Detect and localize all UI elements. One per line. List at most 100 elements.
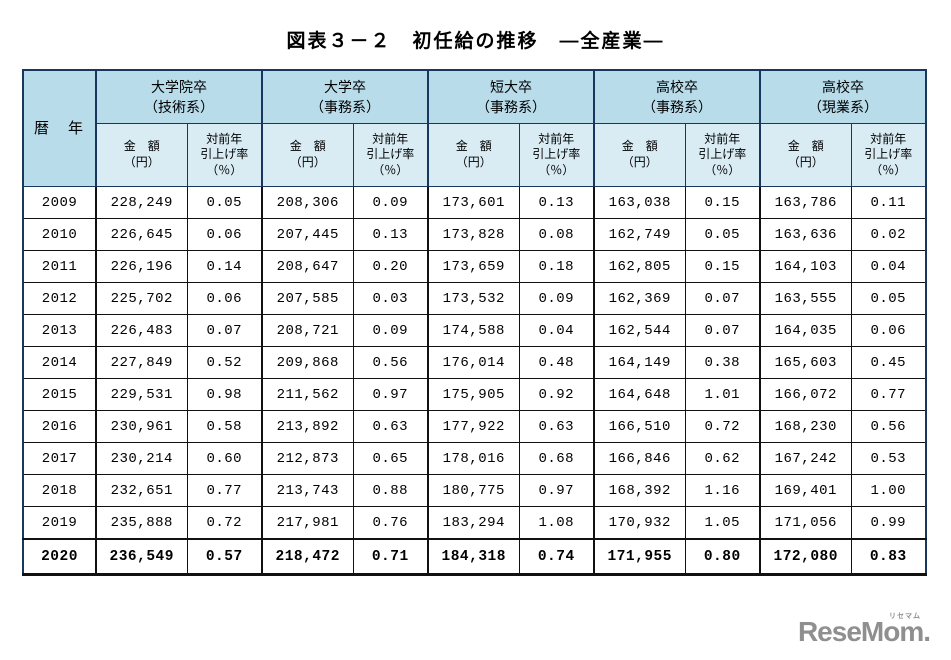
rate-cell: 0.74 — [518, 538, 595, 576]
group-header-line: 短大卒 — [490, 78, 532, 95]
amount-cell: 212,873 — [261, 442, 354, 475]
amount-cell: 163,038 — [593, 186, 686, 219]
rate-cell: 0.02 — [850, 218, 927, 251]
amount-subheader: 金 額（円） — [261, 123, 354, 187]
amount-cell: 162,749 — [593, 218, 686, 251]
amount-cell: 174,588 — [427, 314, 520, 347]
rate-cell: 0.52 — [186, 346, 263, 379]
rate-cell: 0.20 — [352, 250, 429, 283]
rate-cell: 0.18 — [518, 250, 595, 283]
subheader-line: （％） — [206, 162, 243, 177]
rate-cell: 0.57 — [186, 538, 263, 576]
subheader-line: 引上げ率 — [698, 147, 747, 162]
rate-cell: 0.14 — [186, 250, 263, 283]
amount-cell: 217,981 — [261, 506, 354, 540]
rate-cell: 0.97 — [352, 378, 429, 411]
group-header-line: 高校卒 — [656, 78, 698, 95]
amount-cell: 164,035 — [759, 314, 852, 347]
subheader-line: （％） — [870, 162, 907, 177]
rate-cell: 1.00 — [850, 474, 927, 507]
year-column-header: 暦 年 — [22, 69, 97, 187]
subheader-line: 金 額 — [123, 139, 160, 154]
amount-cell: 208,721 — [261, 314, 354, 347]
rate-cell: 0.77 — [186, 474, 263, 507]
amount-cell: 213,892 — [261, 410, 354, 443]
logo-period: . — [923, 616, 931, 647]
logo-ruby-text: リセマム — [889, 613, 921, 620]
amount-cell: 165,603 — [759, 346, 852, 379]
rate-cell: 0.11 — [850, 186, 927, 219]
amount-cell: 207,585 — [261, 282, 354, 315]
amount-cell: 168,392 — [593, 474, 686, 507]
group-header-1: 大学院卒 （技術系） — [95, 69, 263, 124]
rate-cell: 0.72 — [684, 410, 761, 443]
table-row: 2009 228,249 0.05 208,306 0.09 173,601 0.13 163… — [22, 186, 927, 219]
group-header-line: （事務系） — [310, 99, 380, 115]
year-cell: 2010 — [22, 218, 97, 251]
starting-salary-table: 暦 年 大学院卒 （技術系） 大学卒 （事務系） 短大卒 （事務系） 高校卒 （事務系） 高校卒… — [22, 69, 927, 576]
table-row: 2010 226,645 0.06 207,445 0.13 173,828 0.08 162… — [22, 218, 927, 251]
year-cell: 2018 — [22, 474, 97, 507]
subheader-line: （％） — [704, 162, 741, 177]
table-header: 暦 年 大学院卒 （技術系） 大学卒 （事務系） 短大卒 （事務系） 高校卒 （事務系） 高校卒… — [22, 69, 927, 187]
amount-cell: 211,562 — [261, 378, 354, 411]
amount-cell: 230,961 — [95, 410, 188, 443]
table-body: 2009 228,249 0.05 208,306 0.09 173,601 0.13 163… — [22, 186, 927, 576]
subheader-line: （％） — [372, 162, 409, 177]
amount-cell: 207,445 — [261, 218, 354, 251]
amount-cell: 183,294 — [427, 506, 520, 540]
subheader-line: 金 額 — [289, 139, 326, 154]
subheader-line: （円） — [289, 155, 326, 169]
subheader-line: （円） — [621, 155, 658, 169]
rate-cell: 0.13 — [352, 218, 429, 251]
amount-cell: 164,103 — [759, 250, 852, 283]
year-cell: 2013 — [22, 314, 97, 347]
rate-cell: 1.05 — [684, 506, 761, 540]
amount-cell: 163,555 — [759, 282, 852, 315]
amount-subheader: 金 額（円） — [593, 123, 686, 187]
table-row: 2019 235,888 0.72 217,981 0.76 183,294 1.08 170… — [22, 506, 927, 540]
rate-subheader: 対前年 引上げ率 （％） — [186, 123, 263, 187]
rate-cell: 0.06 — [850, 314, 927, 347]
rate-cell: 0.56 — [352, 346, 429, 379]
rate-cell: 0.07 — [186, 314, 263, 347]
rate-cell: 0.45 — [850, 346, 927, 379]
table-row: 2017 230,214 0.60 212,873 0.65 178,016 0.68 166… — [22, 442, 927, 475]
group-header-5: 高校卒 （現業系） — [759, 69, 927, 124]
amount-cell: 236,549 — [95, 538, 188, 576]
group-header-row: 暦 年 大学院卒 （技術系） 大学卒 （事務系） 短大卒 （事務系） 高校卒 （事務系） 高校卒… — [22, 69, 927, 187]
amount-cell: 167,242 — [759, 442, 852, 475]
rate-cell: 0.06 — [186, 218, 263, 251]
rate-cell: 0.63 — [518, 410, 595, 443]
amount-cell: 228,249 — [95, 186, 188, 219]
rate-cell: 0.80 — [684, 538, 761, 576]
amount-cell: 162,369 — [593, 282, 686, 315]
amount-cell: 230,214 — [95, 442, 188, 475]
subheader-line: 対前年 — [538, 131, 575, 146]
table-row: 2016 230,961 0.58 213,892 0.63 177,922 0.63 166… — [22, 410, 927, 443]
subheader-line: （円） — [455, 155, 492, 169]
rate-cell: 0.72 — [186, 506, 263, 540]
amount-subheader: 金 額（円） — [427, 123, 520, 187]
rate-cell: 0.03 — [352, 282, 429, 315]
rate-cell: 0.60 — [186, 442, 263, 475]
amount-cell: 226,196 — [95, 250, 188, 283]
rate-cell: 0.05 — [186, 186, 263, 219]
rate-cell: 0.15 — [684, 186, 761, 219]
page-title: 図表３－２ 初任給の推移 ―全産業― — [286, 31, 665, 52]
amount-cell: 218,472 — [261, 538, 354, 576]
rate-cell: 0.77 — [850, 378, 927, 411]
subheader-line: 対前年 — [704, 131, 741, 146]
amount-cell: 235,888 — [95, 506, 188, 540]
rate-cell: 0.38 — [684, 346, 761, 379]
subheader-line: 金 額 — [621, 139, 658, 154]
subheader-line: 対前年 — [870, 131, 907, 146]
group-header-line: 大学院卒 — [151, 78, 207, 95]
year-cell: 2009 — [22, 186, 97, 219]
sub-header-row: 金 額（円） 対前年 引上げ率 （％）金 額（円） 対前年 引上げ率 （％）金 額（円） 対前… — [23, 123, 927, 187]
rate-cell: 0.05 — [684, 218, 761, 251]
amount-subheader: 金 額（円） — [759, 123, 852, 187]
rate-cell: 0.06 — [186, 282, 263, 315]
subheader-line: 引上げ率 — [366, 147, 415, 162]
rate-cell: 0.05 — [850, 282, 927, 315]
